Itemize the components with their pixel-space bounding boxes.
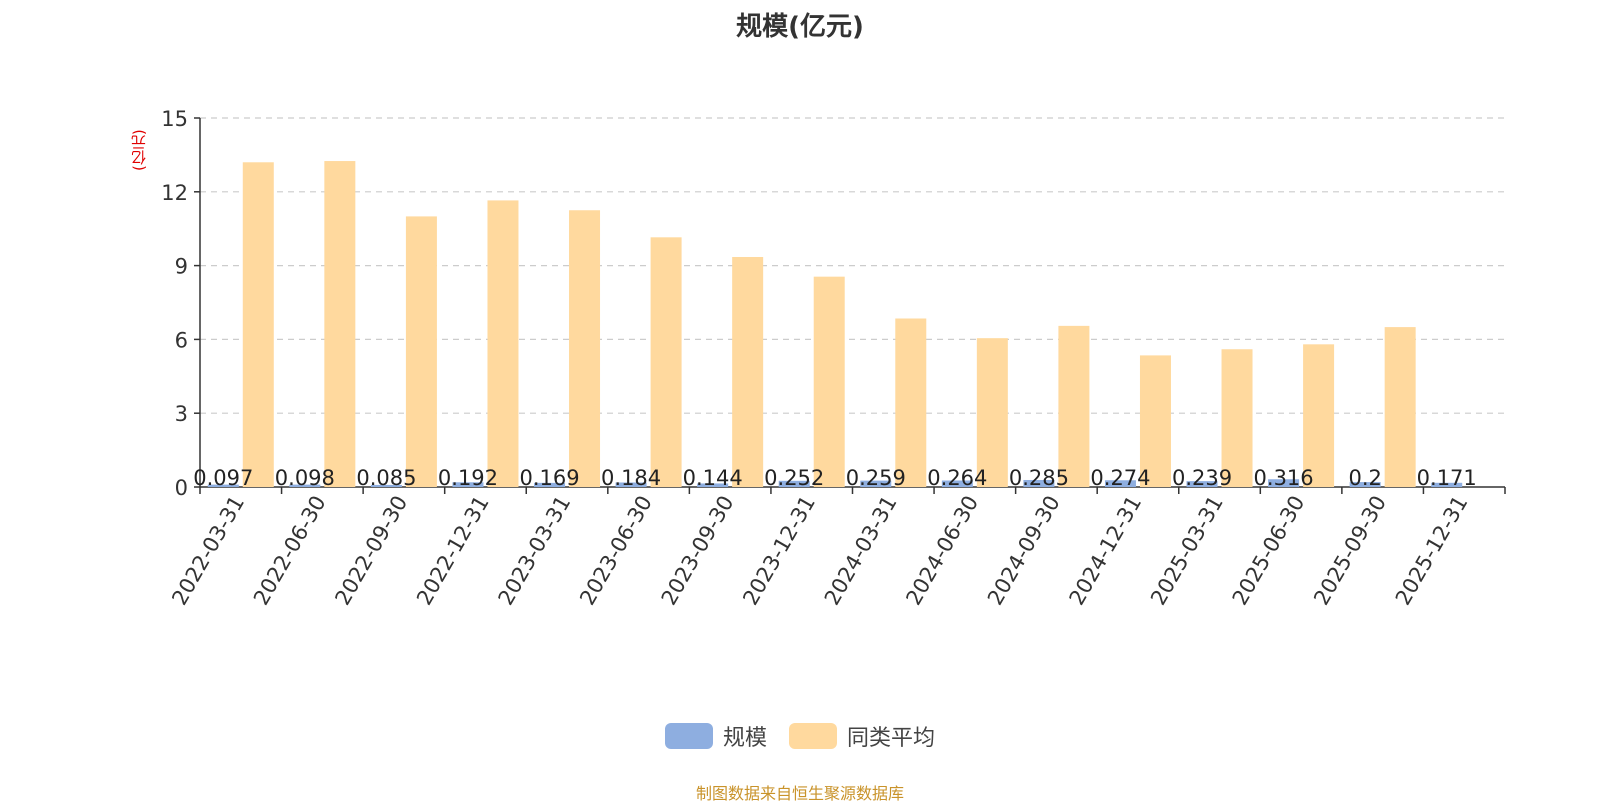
bar-peer-average <box>1058 325 1090 487</box>
bar-scale <box>1104 480 1136 487</box>
bar-scale <box>207 484 239 487</box>
bar-scale <box>1268 479 1300 487</box>
bar-peer-average <box>324 161 356 488</box>
bar-scale <box>941 480 973 487</box>
data-label-scale: 0.169 <box>519 466 579 490</box>
bar-peer-average <box>813 276 845 487</box>
legend-label-peer-average: 同类平均 <box>847 726 936 751</box>
x-tick-label: 2025-12-31 <box>1391 492 1473 610</box>
x-tick-label: 2023-12-31 <box>738 492 820 610</box>
data-label-scale: 0.316 <box>1254 466 1314 490</box>
data-label-scale: 0.192 <box>438 466 498 490</box>
bar-peer-average <box>405 216 437 487</box>
x-tick-label: 2022-03-31 <box>167 492 249 610</box>
y-tick-label: 9 <box>175 255 188 279</box>
bar-peer-average <box>976 338 1008 487</box>
bar-peer-average <box>1139 355 1171 487</box>
bar-peer-average <box>487 200 519 487</box>
data-label-scale: 0.259 <box>846 466 906 490</box>
bar-scale <box>452 482 484 487</box>
x-tick-label: 2023-03-31 <box>494 492 576 610</box>
x-tick-label: 2022-12-31 <box>412 492 494 610</box>
data-label-scale: 0.144 <box>683 466 743 490</box>
data-label-scale: 0.2 <box>1348 466 1381 490</box>
x-tick-label: 2023-06-30 <box>575 492 657 610</box>
x-tick-label: 2025-09-30 <box>1309 492 1391 610</box>
data-label-scale: 0.285 <box>1009 466 1069 490</box>
source-note: 制图数据来自恒生聚源数据库 <box>695 784 904 803</box>
data-label-scale: 0.184 <box>601 466 661 490</box>
bar-peer-average <box>732 256 764 487</box>
x-tick-label: 2022-09-30 <box>330 492 412 610</box>
y-tick-label: 6 <box>175 328 188 352</box>
legend-swatch-peer-average <box>789 723 837 749</box>
bar-peer-average <box>1303 344 1335 487</box>
x-tick-label: 2024-06-30 <box>901 492 983 610</box>
x-tick-label: 2025-06-30 <box>1228 492 1310 610</box>
bar-peer-average <box>242 162 274 487</box>
chart-title: 规模(亿元) <box>736 12 864 42</box>
bar-scale <box>370 484 402 487</box>
y-tick-label: 15 <box>161 107 188 131</box>
x-tick-label: 2024-09-30 <box>983 492 1065 610</box>
bar-peer-average <box>1221 349 1253 487</box>
legend: 规模 同类平均 <box>0 720 1600 752</box>
bar-scale <box>615 482 647 487</box>
y-tick-label: 3 <box>175 402 188 426</box>
data-label-scale: 0.098 <box>275 466 335 490</box>
bar-peer-average <box>650 237 682 487</box>
data-label-scale: 0.252 <box>764 466 824 490</box>
data-label-scale: 0.264 <box>927 466 987 490</box>
data-label-scale: 0.085 <box>356 466 416 490</box>
bar-scale <box>1349 482 1381 487</box>
x-tick-label: 2022-06-30 <box>249 492 331 610</box>
x-tick-label: 2024-03-31 <box>820 492 902 610</box>
x-tick-label: 2025-03-31 <box>1146 492 1228 610</box>
x-tick-label: 2023-09-30 <box>657 492 739 610</box>
bar-scale <box>778 480 810 487</box>
bar-scale <box>1023 479 1055 487</box>
legend-swatch-scale <box>664 723 713 749</box>
bar-peer-average <box>569 210 601 487</box>
bar-scale <box>1186 481 1218 487</box>
y-tick-label: 12 <box>161 181 188 205</box>
y-tick-label: 0 <box>175 476 188 500</box>
legend-label-scale: 规模 <box>722 726 767 751</box>
x-tick-label: 2024-12-31 <box>1064 492 1146 610</box>
legend-item-scale[interactable]: 规模 <box>664 720 767 752</box>
bar-scale <box>534 482 566 487</box>
bar-scale <box>697 483 729 487</box>
bar-scale <box>289 484 321 487</box>
data-label-scale: 0.239 <box>1172 466 1232 490</box>
bar-scale <box>860 480 892 487</box>
data-label-scale: 0.171 <box>1417 466 1477 490</box>
bar-peer-average <box>895 318 927 487</box>
data-label-scale: 0.097 <box>193 466 253 490</box>
bar-peer-average <box>1384 327 1416 487</box>
bar-scale <box>1431 482 1463 487</box>
legend-item-peer-average[interactable]: 同类平均 <box>789 720 935 752</box>
data-label-scale: 0.274 <box>1090 466 1150 490</box>
